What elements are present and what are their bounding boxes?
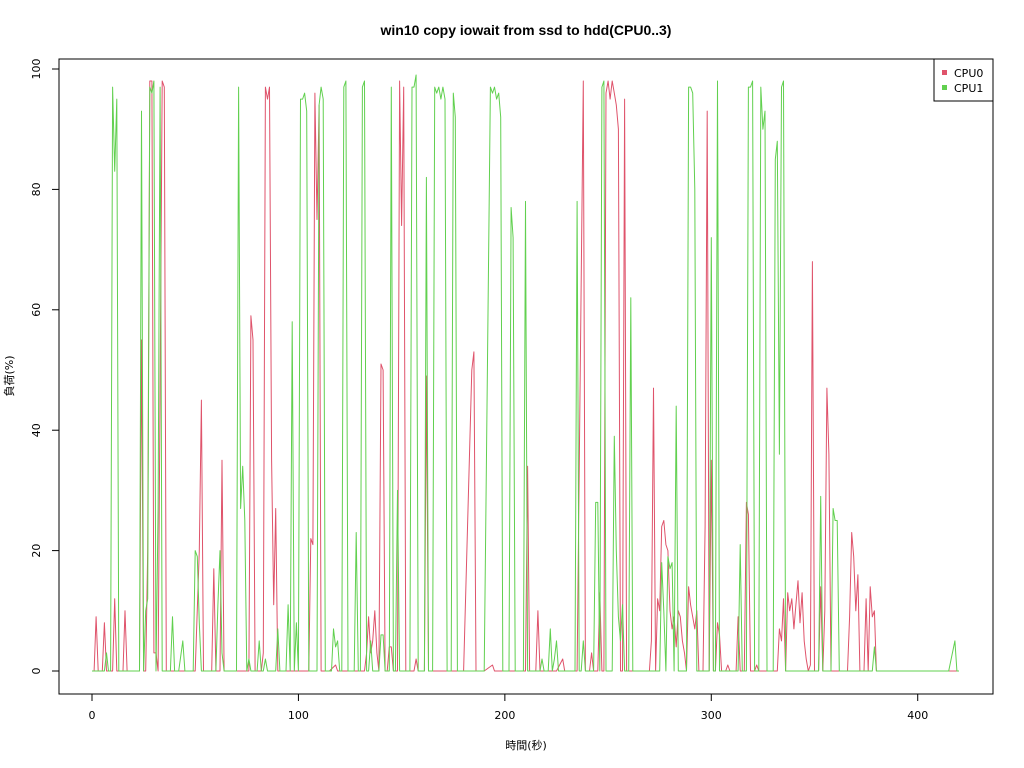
legend: CPU0 CPU1 — [933, 58, 994, 102]
y-axis: 0 20 40 60 80 100 — [30, 59, 60, 675]
y-tick-label: 60 — [30, 303, 43, 317]
y-tick-label: 100 — [30, 59, 43, 80]
y-tick-label: 0 — [30, 668, 43, 675]
legend-label-cpu1: CPU1 — [954, 82, 983, 95]
legend-label-cpu0: CPU0 — [954, 67, 983, 80]
y-tick-label: 20 — [30, 544, 43, 558]
x-tick-label: 0 — [89, 709, 96, 722]
y-tick-label: 80 — [30, 182, 43, 196]
legend-swatch-cpu1 — [942, 85, 947, 90]
x-tick-label: 200 — [494, 709, 515, 722]
x-tick-label: 400 — [907, 709, 928, 722]
series-layer — [92, 74, 959, 672]
y-tick-label: 40 — [30, 423, 43, 437]
y-axis-label: 負荷(%) — [3, 355, 16, 396]
legend-box — [933, 58, 994, 102]
x-tick-label: 100 — [288, 709, 309, 722]
x-tick-label: 300 — [701, 709, 722, 722]
x-axis: 0 100 200 300 400 — [89, 693, 928, 722]
x-axis-label: 時間(秒) — [505, 738, 547, 752]
chart-title: win10 copy iowait from ssd to hdd(CPU0..… — [380, 22, 672, 38]
series-line-cpu1 — [92, 74, 959, 672]
series-line-cpu0 — [92, 80, 959, 672]
legend-swatch-cpu0 — [942, 70, 947, 75]
